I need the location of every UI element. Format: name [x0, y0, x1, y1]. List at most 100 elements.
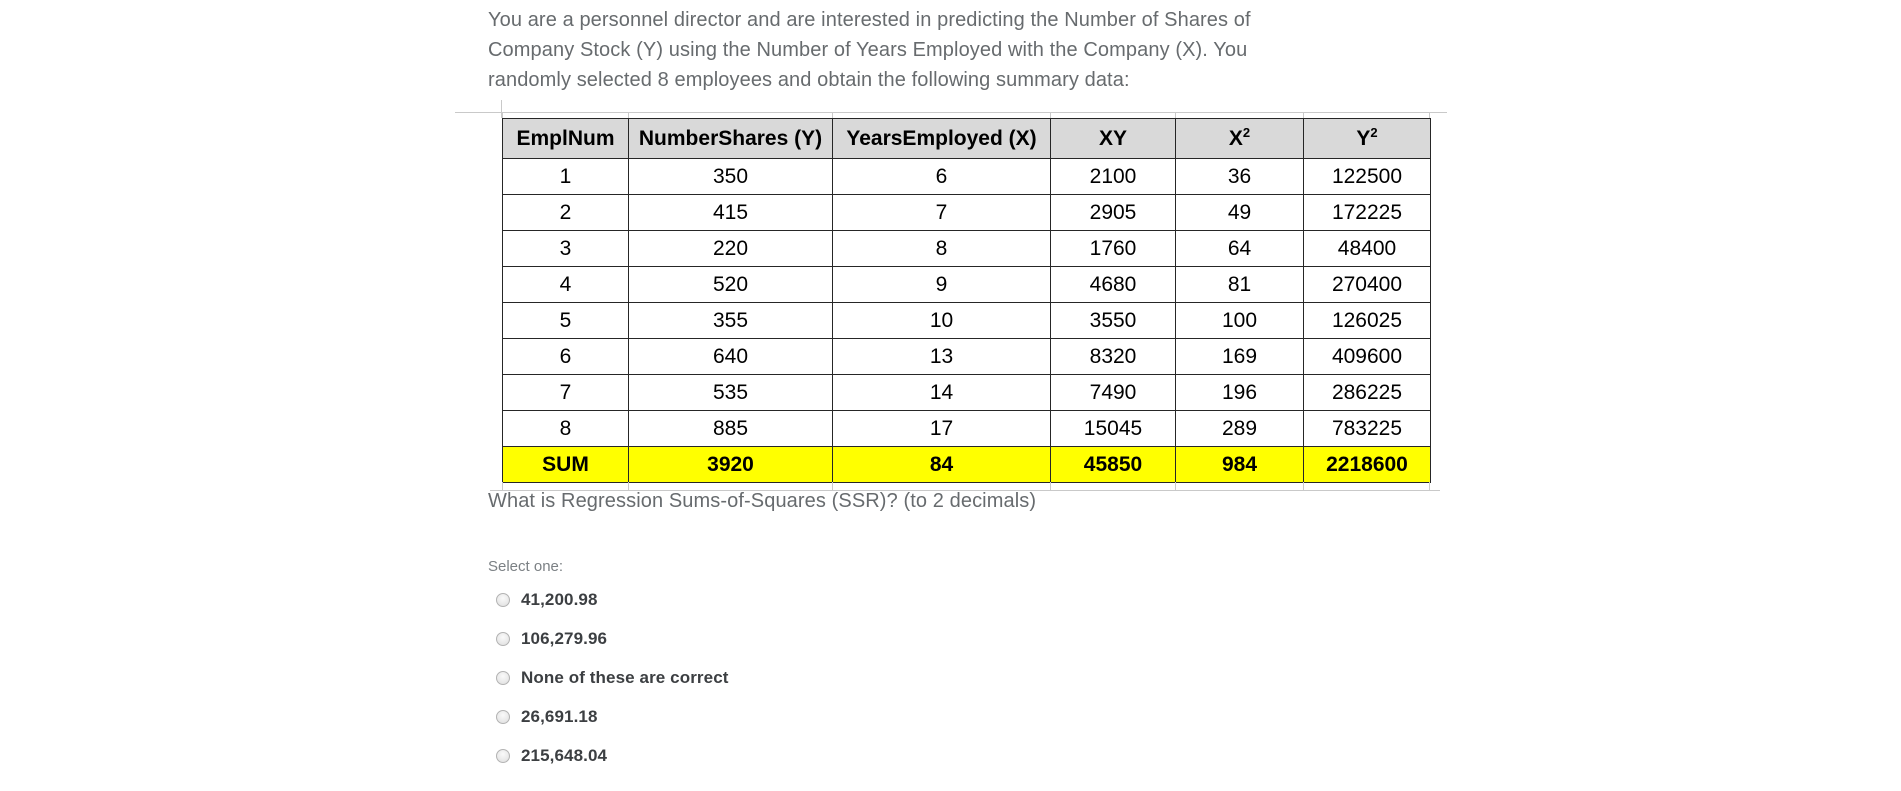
gridline-artifact: [832, 112, 833, 118]
table-cell: 1: [502, 158, 629, 195]
table-header-cell: YearsEmployed (X): [832, 118, 1051, 159]
table-cell: SUM: [502, 446, 629, 483]
gridline-artifact: [1303, 482, 1304, 491]
question-intro-text: You are a personnel director and are int…: [488, 5, 1251, 95]
table-header-row: EmplNum NumberShares (Y) YearsEmployed (X)…: [502, 118, 1431, 159]
table-row: 2 415 7 2905 49 172225: [502, 194, 1431, 231]
gridline-artifact: [1429, 482, 1430, 491]
radio-button-icon[interactable]: [496, 632, 510, 646]
table-cell: 520: [628, 266, 833, 303]
table-cell: 169: [1175, 338, 1304, 375]
table-cell: 1760: [1050, 230, 1176, 267]
table-cell: 409600: [1303, 338, 1431, 375]
gridline-artifact: [1050, 112, 1051, 118]
table-cell: 2218600: [1303, 446, 1431, 483]
gridline-artifact: [502, 482, 503, 491]
table-cell: 350: [628, 158, 833, 195]
summary-data-table-image: EmplNum NumberShares (Y) YearsEmployed (X)…: [455, 100, 1447, 491]
table-cell: 885: [628, 410, 833, 447]
summary-data-table: EmplNum NumberShares (Y) YearsEmployed (X)…: [502, 118, 1431, 483]
table-cell: 2: [502, 194, 629, 231]
table-cell: 415: [628, 194, 833, 231]
table-cell: 2905: [1050, 194, 1176, 231]
table-cell: 7: [832, 194, 1051, 231]
table-cell: 2100: [1050, 158, 1176, 195]
table-cell: 6: [502, 338, 629, 375]
question-prompt: What is Regression Sums-of-Squares (SSR)…: [488, 490, 1037, 512]
answer-option-label: 215,648.04: [521, 746, 608, 765]
table-cell: 640: [628, 338, 833, 375]
table-header-cell: X2: [1175, 118, 1304, 159]
table-sum-row: SUM 3920 84 45850 984 2218600: [502, 446, 1431, 483]
table-cell: 17: [832, 410, 1051, 447]
table-cell: 196: [1175, 374, 1304, 411]
table-cell: 10: [832, 302, 1051, 339]
answer-option-2[interactable]: 106,279.96: [496, 628, 729, 650]
table-cell: 36: [1175, 158, 1304, 195]
answer-options-group: 41,200.98 106,279.96 None of these are cor…: [496, 589, 729, 784]
table-cell: 4680: [1050, 266, 1176, 303]
table-row: 7 535 14 7490 196 286225: [502, 374, 1431, 411]
select-one-label: Select one:: [488, 558, 564, 575]
gridline-artifact: [490, 490, 1440, 491]
table-row: 6 640 13 8320 169 409600: [502, 338, 1431, 375]
answer-option-label: 41,200.98: [521, 590, 598, 609]
table-cell: 81: [1175, 266, 1304, 303]
table-cell: 289: [1175, 410, 1304, 447]
table-cell: 3920: [628, 446, 833, 483]
table-cell: 984: [1175, 446, 1304, 483]
table-cell: 220: [628, 230, 833, 267]
radio-button-icon[interactable]: [496, 593, 510, 607]
table-cell: 4: [502, 266, 629, 303]
table-cell: 7: [502, 374, 629, 411]
table-row: 8 885 17 15045 289 783225: [502, 410, 1431, 447]
question-intro-line-2: Company Stock (Y) using the Number of Ye…: [488, 39, 1248, 61]
table-cell: 8320: [1050, 338, 1176, 375]
radio-button-icon[interactable]: [496, 671, 510, 685]
answer-option-label: 26,691.18: [521, 707, 598, 726]
gridline-artifact: [1175, 482, 1176, 491]
table-cell: 45850: [1050, 446, 1176, 483]
answer-option-5[interactable]: 215,648.04: [496, 745, 729, 767]
gridline-artifact: [832, 482, 833, 491]
table-cell: 9: [832, 266, 1051, 303]
table-body: 1 350 6 2100 36 122500 2 415 7 2905 49 172225 3 220 8 1…: [502, 158, 1431, 483]
superscript-2: 2: [1370, 124, 1378, 140]
gridline-artifact: [628, 482, 629, 491]
table-cell: 286225: [1303, 374, 1431, 411]
radio-button-icon[interactable]: [496, 710, 510, 724]
table-header-cell: Y2: [1303, 118, 1431, 159]
gridline-artifact: [455, 112, 1447, 113]
gridline-artifact: [628, 112, 629, 118]
radio-button-icon[interactable]: [496, 749, 510, 763]
answer-option-4[interactable]: 26,691.18: [496, 706, 729, 728]
table-cell: 3: [502, 230, 629, 267]
question-intro-line-3: randomly selected 8 employees and obtain…: [488, 69, 1130, 91]
table-cell: 84: [832, 446, 1051, 483]
gridline-artifact: [1429, 112, 1430, 118]
gridline-artifact: [1050, 482, 1051, 491]
table-cell: 6: [832, 158, 1051, 195]
table-cell: 355: [628, 302, 833, 339]
table-cell: 48400: [1303, 230, 1431, 267]
table-cell: 122500: [1303, 158, 1431, 195]
table-header-cell: NumberShares (Y): [628, 118, 833, 159]
table-row: 3 220 8 1760 64 48400: [502, 230, 1431, 267]
table-cell: 15045: [1050, 410, 1176, 447]
answer-option-3[interactable]: None of these are correct: [496, 667, 729, 689]
table-cell: 5: [502, 302, 629, 339]
superscript-2: 2: [1242, 124, 1251, 140]
table-cell: 270400: [1303, 266, 1431, 303]
table-cell: 3550: [1050, 302, 1176, 339]
table-row: 1 350 6 2100 36 122500: [502, 158, 1431, 195]
gridline-artifact: [1303, 112, 1304, 118]
question-intro-line-1: You are a personnel director and are int…: [488, 9, 1251, 31]
answer-option-1[interactable]: 41,200.98: [496, 589, 729, 611]
table-cell: 8: [832, 230, 1051, 267]
table-header-cell: XY: [1050, 118, 1176, 159]
table-header-row: EmplNum NumberShares (Y) YearsEmployed (X)…: [502, 118, 1431, 159]
table-cell: 100: [1175, 302, 1304, 339]
table-cell: 8: [502, 410, 629, 447]
table-header-cell: EmplNum: [502, 118, 629, 159]
gridline-artifact: [501, 100, 502, 118]
